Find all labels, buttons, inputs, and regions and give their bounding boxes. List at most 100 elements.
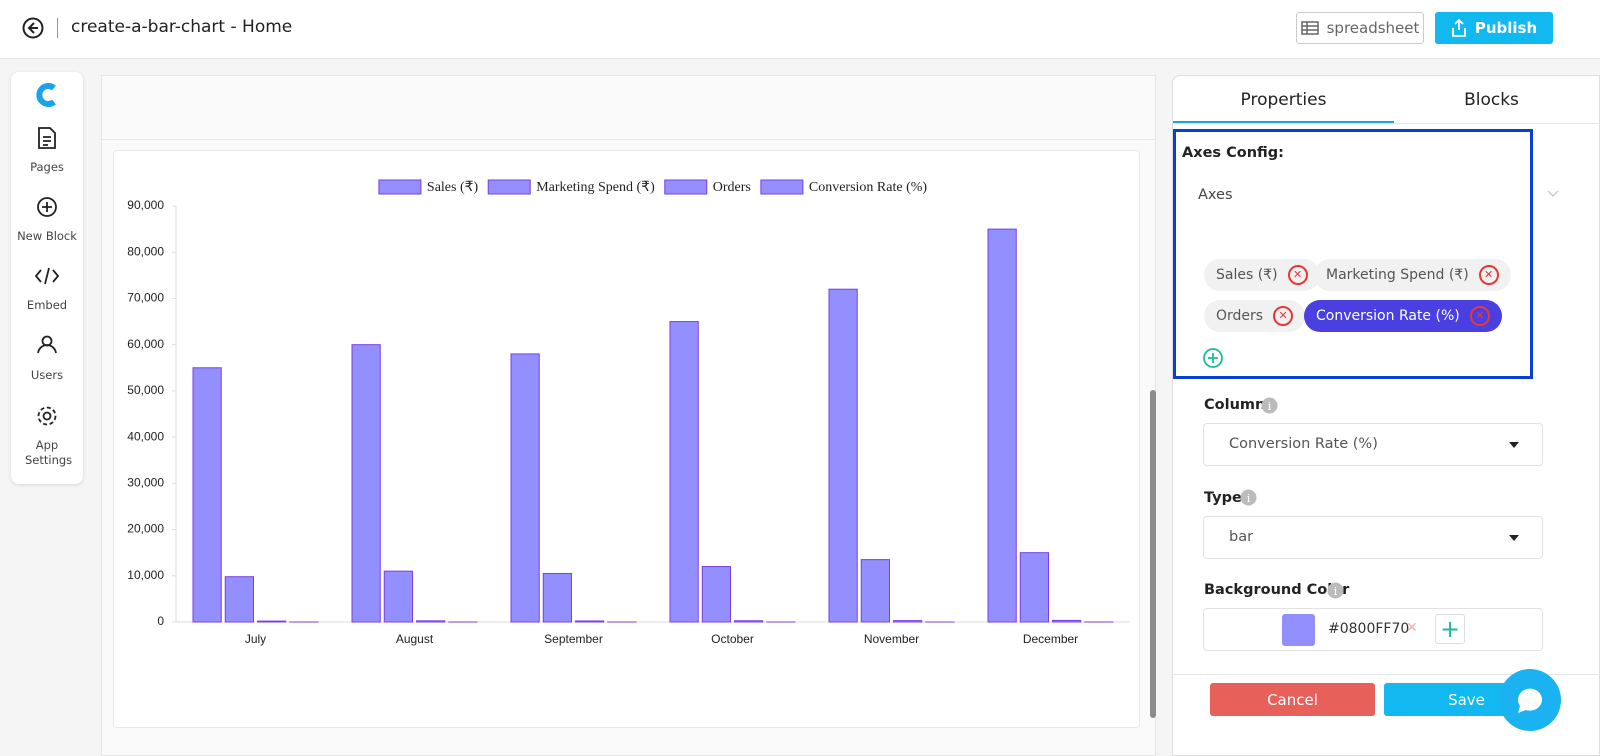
chip-label: Conversion Rate (%) xyxy=(1316,308,1460,324)
bar xyxy=(575,620,605,623)
y-tick-label: 80,000 xyxy=(127,244,164,258)
app-title: create-a-bar-chart - Home xyxy=(71,17,293,37)
nav-pages[interactable]: Pages xyxy=(30,160,64,174)
x-tick-label: December xyxy=(1023,632,1078,646)
x-tick-label: October xyxy=(711,632,754,646)
column-label: Column xyxy=(1204,397,1266,413)
cancel-label: Cancel xyxy=(1267,690,1318,709)
bar xyxy=(860,559,890,623)
settings-icon xyxy=(37,406,57,426)
bar xyxy=(383,570,413,623)
header: create-a-bar-chart - Home spreadsheet Pu… xyxy=(0,0,1600,59)
tab-properties[interactable]: Properties xyxy=(1240,90,1327,110)
svg-text:i: i xyxy=(1268,400,1272,413)
y-tick-label: 30,000 xyxy=(127,476,164,490)
bar xyxy=(351,344,381,623)
chart-card xyxy=(113,150,1140,728)
svg-text:i: i xyxy=(1334,585,1338,598)
spreadsheet-label: spreadsheet xyxy=(1326,19,1420,37)
nav-embed[interactable]: Embed xyxy=(26,298,68,312)
x-tick-label: September xyxy=(544,632,603,646)
column-select[interactable]: Conversion Rate (%) xyxy=(1203,423,1543,466)
axis-chip[interactable]: Orders ✕ xyxy=(1204,300,1306,332)
axes-highlight xyxy=(1173,129,1533,379)
color-value: #0800FF70 xyxy=(1328,621,1410,637)
bg-color-field[interactable]: #0800FF70 ✕ + xyxy=(1203,608,1543,651)
axis-chip[interactable]: Marketing Spend (₹) ✕ xyxy=(1314,259,1511,291)
cancel-button[interactable]: Cancel xyxy=(1210,683,1375,716)
type-select[interactable]: bar xyxy=(1203,516,1543,559)
chart: 0 10,000 20,000 30,000 40,000 50,000 60,000 70,… xyxy=(127,179,1130,646)
sidebar: Pages New Block Embed Users App Settings xyxy=(11,72,83,484)
chip-label: Sales (₹) xyxy=(1216,267,1278,283)
y-tick-label: 90,000 xyxy=(127,198,164,212)
color-swatch[interactable] xyxy=(1282,614,1315,646)
bar xyxy=(542,572,572,623)
nav-app-settings[interactable]: App Settings xyxy=(25,438,73,467)
chip-label: Marketing Spend (₹) xyxy=(1326,267,1469,283)
back-button[interactable] xyxy=(21,16,45,40)
x-tick-label: August xyxy=(396,632,434,646)
bar xyxy=(1052,619,1082,623)
bar xyxy=(669,321,699,623)
scrollbar xyxy=(1150,390,1156,718)
tab-blocks[interactable]: Blocks xyxy=(1464,90,1519,110)
bar xyxy=(893,620,923,623)
pages-icon xyxy=(38,127,56,149)
bar xyxy=(828,288,858,623)
axes-label: Axes xyxy=(1198,187,1233,203)
x-tick-label: November xyxy=(864,632,919,646)
nav-users[interactable]: Users xyxy=(30,368,64,382)
publish-button[interactable]: Publish xyxy=(1435,12,1553,44)
bar xyxy=(257,620,287,623)
type-label: Type xyxy=(1204,490,1242,506)
legend-swatch xyxy=(487,179,531,195)
x-tick-label: July xyxy=(245,632,266,646)
tab-underline xyxy=(1173,121,1394,123)
y-tick-label: 60,000 xyxy=(127,337,164,351)
svg-text:i: i xyxy=(1247,492,1251,505)
type-value: bar xyxy=(1229,529,1254,545)
bar xyxy=(416,620,446,623)
bar xyxy=(1019,552,1049,623)
y-tick-label: 0 xyxy=(157,614,164,628)
users-icon xyxy=(37,335,57,354)
logo xyxy=(36,83,56,107)
chat-button[interactable] xyxy=(1498,668,1562,732)
legend-swatch xyxy=(664,179,708,195)
nav-new-block[interactable]: New Block xyxy=(17,229,77,243)
publish-label: Publish xyxy=(1474,19,1538,37)
add-color[interactable]: + xyxy=(1435,614,1465,644)
bar xyxy=(734,620,764,623)
canvas-divider xyxy=(101,139,1156,140)
axes-config-label: Axes Config: xyxy=(1182,145,1284,161)
spreadsheet-button[interactable]: spreadsheet xyxy=(1296,12,1424,44)
new-block-icon xyxy=(37,197,57,217)
legend-label: Conversion Rate (%) xyxy=(809,180,928,195)
y-tick-label: 70,000 xyxy=(127,291,164,305)
chip-label: Orders xyxy=(1216,308,1264,324)
y-tick-label: 10,000 xyxy=(127,568,164,582)
bar xyxy=(510,353,540,623)
bar xyxy=(224,576,254,623)
chevron[interactable] xyxy=(1547,190,1559,198)
add-axis[interactable] xyxy=(1202,347,1224,369)
save-label: Save xyxy=(1448,690,1485,709)
legend-label: Sales (₹) xyxy=(427,180,479,195)
legend-label: Marketing Spend (₹) xyxy=(536,180,655,195)
axis-chip-active[interactable]: Conversion Rate (%) ✕ xyxy=(1304,300,1502,332)
axis-chip[interactable]: Sales (₹) ✕ xyxy=(1204,259,1320,291)
bar xyxy=(701,566,731,623)
properties-panel: Properties Blocks Axes Config: Axes Sale… xyxy=(1172,75,1600,756)
y-tick-label: 20,000 xyxy=(127,522,164,536)
y-tick-label: 50,000 xyxy=(127,383,164,397)
bar xyxy=(192,367,222,623)
legend-label: Orders xyxy=(713,180,751,195)
column-value: Conversion Rate (%) xyxy=(1229,436,1378,452)
bg-color-label: Background Color xyxy=(1204,582,1350,598)
y-tick-label: 40,000 xyxy=(127,429,164,443)
embed-icon xyxy=(34,267,60,285)
bar xyxy=(987,228,1017,623)
legend-swatch xyxy=(760,179,804,195)
